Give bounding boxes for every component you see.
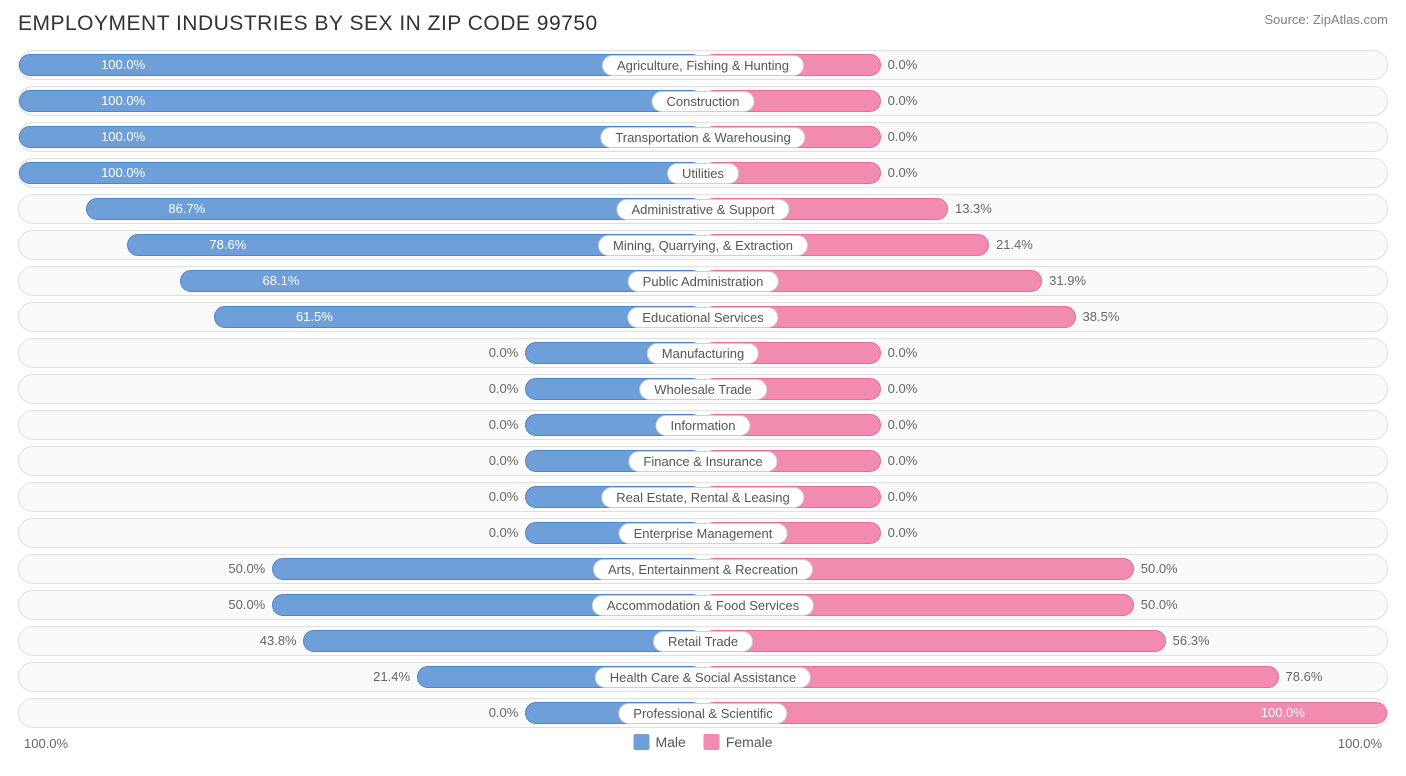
female-bar [703, 630, 1166, 652]
bar-row: 61.5% 38.5% Educational Services [18, 302, 1388, 332]
category-label: Manufacturing [647, 343, 759, 364]
female-value: 100.0% [1261, 705, 1305, 720]
category-label: Wholesale Trade [639, 379, 767, 400]
female-value: 56.3% [1173, 633, 1210, 648]
bar-row: 0.0% 0.0% Real Estate, Rental & Leasing [18, 482, 1388, 512]
category-label: Public Administration [628, 271, 779, 292]
category-label: Health Care & Social Assistance [595, 667, 811, 688]
category-label: Information [655, 415, 750, 436]
female-value: 78.6% [1286, 669, 1323, 684]
legend-female: Female [704, 734, 773, 750]
male-value: 78.6% [209, 237, 246, 252]
legend-male: Male [633, 734, 685, 750]
female-value: 0.0% [888, 453, 918, 468]
female-value: 13.3% [955, 201, 992, 216]
bar-row: 0.0% 0.0% Enterprise Management [18, 518, 1388, 548]
male-value: 43.8% [260, 633, 297, 648]
bar-row: 50.0% 50.0% Arts, Entertainment & Recreati… [18, 554, 1388, 584]
male-value: 0.0% [489, 417, 519, 432]
male-value: 100.0% [101, 93, 145, 108]
bar-row: 100.0% 0.0% Construction [18, 86, 1388, 116]
male-value: 50.0% [228, 561, 265, 576]
legend: Male Female [633, 734, 772, 750]
male-value: 0.0% [489, 345, 519, 360]
male-value: 50.0% [228, 597, 265, 612]
category-label: Administrative & Support [616, 199, 789, 220]
chart-footer: 100.0% Male Female 100.0% [18, 734, 1388, 758]
male-value: 21.4% [373, 669, 410, 684]
male-value: 0.0% [489, 381, 519, 396]
bar-row: 21.4% 78.6% Health Care & Social Assistanc… [18, 662, 1388, 692]
chart-source: Source: ZipAtlas.com [1264, 12, 1388, 27]
female-value: 0.0% [888, 93, 918, 108]
bar-row: 100.0% 0.0% Utilities [18, 158, 1388, 188]
bar-row: 100.0% 0.0% Transportation & Warehousing [18, 122, 1388, 152]
category-label: Arts, Entertainment & Recreation [593, 559, 813, 580]
male-value: 0.0% [489, 525, 519, 540]
category-label: Accommodation & Food Services [592, 595, 814, 616]
female-value: 0.0% [888, 381, 918, 396]
chart-title: EMPLOYMENT INDUSTRIES BY SEX IN ZIP CODE… [18, 12, 598, 36]
female-value: 50.0% [1141, 561, 1178, 576]
male-value: 0.0% [489, 705, 519, 720]
female-value: 38.5% [1083, 309, 1120, 324]
male-value: 100.0% [101, 165, 145, 180]
bar-row: 0.0% 0.0% Information [18, 410, 1388, 440]
category-label: Retail Trade [653, 631, 753, 652]
swatch-female [704, 734, 720, 750]
category-label: Transportation & Warehousing [600, 127, 805, 148]
category-label: Enterprise Management [619, 523, 788, 544]
female-value: 31.9% [1049, 273, 1086, 288]
category-label: Utilities [667, 163, 739, 184]
female-value: 50.0% [1141, 597, 1178, 612]
bar-row: 86.7% 13.3% Administrative & Support [18, 194, 1388, 224]
category-label: Agriculture, Fishing & Hunting [602, 55, 804, 76]
bar-row: 68.1% 31.9% Public Administration [18, 266, 1388, 296]
female-value: 0.0% [888, 345, 918, 360]
female-value: 0.0% [888, 417, 918, 432]
male-value: 86.7% [168, 201, 205, 216]
axis-label-left: 100.0% [24, 736, 68, 751]
female-value: 21.4% [996, 237, 1033, 252]
male-value: 68.1% [263, 273, 300, 288]
male-value: 61.5% [296, 309, 333, 324]
female-value: 0.0% [888, 525, 918, 540]
bar-row: 100.0% 0.0% Agriculture, Fishing & Hunting [18, 50, 1388, 80]
female-value: 0.0% [888, 57, 918, 72]
category-label: Educational Services [627, 307, 778, 328]
bar-row: 0.0% 0.0% Manufacturing [18, 338, 1388, 368]
bar-row: 0.0% 0.0% Finance & Insurance [18, 446, 1388, 476]
bar-row: 0.0% 0.0% Wholesale Trade [18, 374, 1388, 404]
bar-row: 0.0% 100.0% Professional & Scientific [18, 698, 1388, 728]
axis-label-right: 100.0% [1338, 736, 1382, 751]
female-value: 0.0% [888, 129, 918, 144]
female-value: 0.0% [888, 165, 918, 180]
bar-row: 78.6% 21.4% Mining, Quarrying, & Extractio… [18, 230, 1388, 260]
female-value: 0.0% [888, 489, 918, 504]
male-value: 0.0% [489, 453, 519, 468]
legend-female-label: Female [726, 734, 773, 750]
male-bar [303, 630, 703, 652]
bar-row: 43.8% 56.3% Retail Trade [18, 626, 1388, 656]
category-label: Professional & Scientific [618, 703, 787, 724]
male-value: 100.0% [101, 57, 145, 72]
category-label: Mining, Quarrying, & Extraction [598, 235, 808, 256]
diverging-bar-chart: 100.0% 0.0% Agriculture, Fishing & Hunting… [18, 50, 1388, 728]
category-label: Construction [652, 91, 755, 112]
male-bar [180, 270, 703, 292]
category-label: Real Estate, Rental & Leasing [601, 487, 804, 508]
bar-row: 50.0% 50.0% Accommodation & Food Services [18, 590, 1388, 620]
chart-header: EMPLOYMENT INDUSTRIES BY SEX IN ZIP CODE… [18, 12, 1388, 36]
legend-male-label: Male [655, 734, 685, 750]
male-value: 100.0% [101, 129, 145, 144]
swatch-male [633, 734, 649, 750]
male-value: 0.0% [489, 489, 519, 504]
category-label: Finance & Insurance [628, 451, 777, 472]
